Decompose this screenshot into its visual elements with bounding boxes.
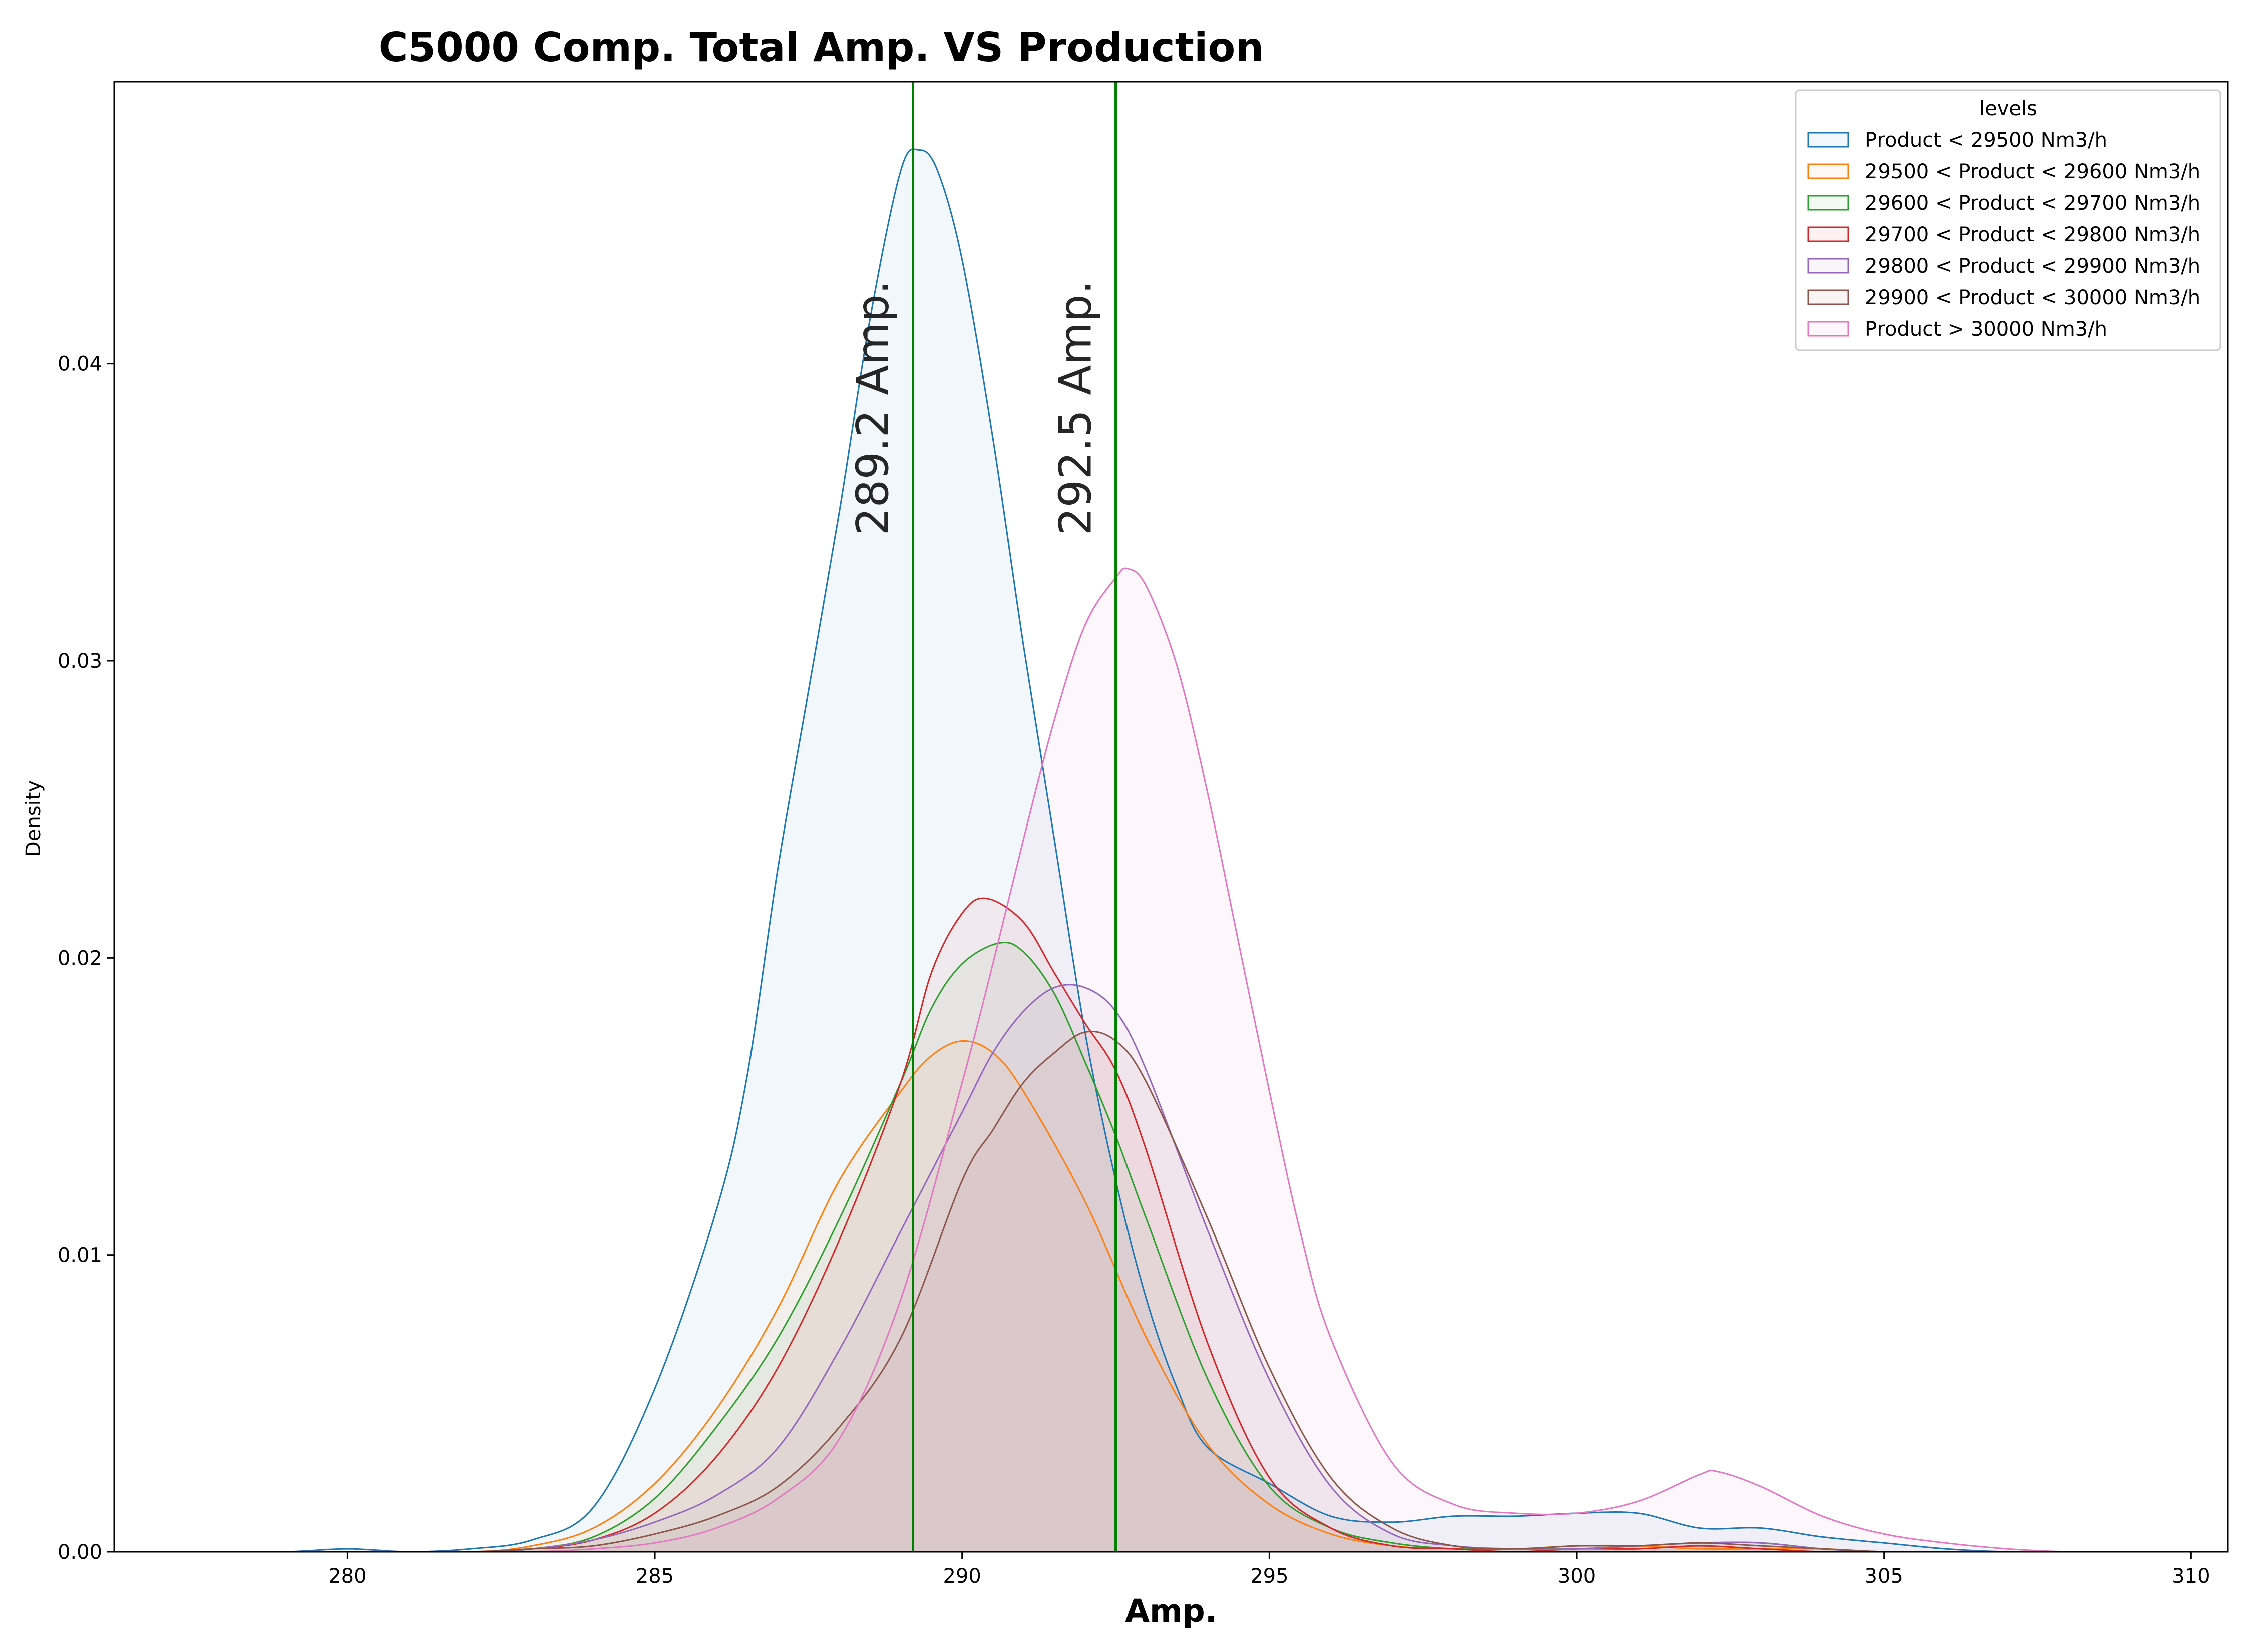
y-tick-label: 0.00 — [58, 1541, 102, 1564]
y-tick-label: 0.04 — [58, 353, 102, 376]
y-axis-ticks: 0.00 0.01 0.02 0.03 0.04 — [58, 353, 114, 1564]
x-axis-label: Amp. — [1125, 1593, 1217, 1629]
reference-lines: 289.2 Amp. 292.5 Amp. — [847, 82, 1117, 1552]
legend-items: Product < 29500 Nm3/h 29500 < Product < 2… — [1807, 129, 2200, 341]
legend-label-29500-product-29600-nm3-h: 29500 < Product < 29600 Nm3/h — [1865, 160, 2200, 183]
series-lines — [212, 148, 2130, 1553]
x-tick-label: 290 — [943, 1565, 981, 1588]
series-line-product-30000-nm3-h — [347, 567, 2130, 1553]
series-line-29500-product-29600-nm3-h — [347, 1040, 2007, 1553]
legend-label-29600-product-29700-nm3-h: 29600 < Product < 29700 Nm3/h — [1865, 192, 2200, 215]
x-tick-label: 310 — [2172, 1565, 2210, 1588]
legend-swatch-29600-product-29700-nm3-h — [1807, 195, 1849, 211]
legend-label-product-30000-nm3-h: Product > 30000 Nm3/h — [1865, 318, 2107, 341]
legend: levels Product < 29500 Nm3/h 29500 < Prod… — [1795, 89, 2221, 351]
x-tick-label: 280 — [328, 1565, 366, 1588]
legend-title: levels — [1979, 97, 2037, 120]
x-tick-label: 305 — [1865, 1565, 1903, 1588]
legend-swatch-product-29500-nm3-h — [1807, 132, 1849, 148]
series-fill-29600-product-29700-nm3-h — [347, 942, 1946, 1552]
legend-label-29700-product-29800-nm3-h: 29700 < Product < 29800 Nm3/h — [1865, 223, 2200, 246]
plot-frame — [113, 81, 2229, 1553]
x-tick-label: 285 — [636, 1565, 674, 1588]
x-tick-label: 300 — [1558, 1565, 1596, 1588]
legend-label-product-29500-nm3-h: Product < 29500 Nm3/h — [1865, 129, 2107, 152]
legend-swatch-29900-product-30000-nm3-h — [1807, 289, 1849, 305]
y-tick-label: 0.03 — [58, 650, 102, 673]
series-fills — [212, 149, 2130, 1552]
series-line-29900-product-30000-nm3-h — [347, 1030, 1946, 1553]
legend-label-29900-product-30000-nm3-h: 29900 < Product < 30000 Nm3/h — [1865, 286, 2200, 309]
legend-label-29800-product-29900-nm3-h: 29800 < Product < 29900 Nm3/h — [1865, 255, 2200, 278]
series-fill-29700-product-29800-nm3-h — [347, 898, 1946, 1552]
chart-title: C5000 Comp. Total Amp. VS Production — [379, 24, 1264, 71]
reference-line-label-1: 289.2 Amp. — [847, 280, 899, 536]
legend-box — [1795, 89, 2221, 351]
x-tick-label: 295 — [1250, 1565, 1288, 1588]
series-fill-29800-product-29900-nm3-h — [347, 984, 1946, 1552]
legend-swatch-29700-product-29800-nm3-h — [1807, 226, 1849, 242]
reference-line-label-2: 292.5 Amp. — [1050, 280, 1101, 536]
legend-swatch-29800-product-29900-nm3-h — [1807, 258, 1849, 274]
series-line-29700-product-29800-nm3-h — [347, 897, 1946, 1553]
legend-swatch-29500-product-29600-nm3-h — [1807, 163, 1849, 179]
y-tick-label: 0.01 — [58, 1244, 102, 1267]
series-line-product-29500-nm3-h — [212, 148, 2068, 1553]
y-tick-label: 0.02 — [58, 947, 102, 970]
series-fill-product-30000-nm3-h — [347, 568, 2130, 1552]
legend-swatch-product-30000-nm3-h — [1807, 321, 1849, 337]
series-fill-29500-product-29600-nm3-h — [347, 1041, 2007, 1552]
y-axis-label: Density — [22, 780, 45, 857]
x-axis-ticks: 280 285 290 295 300 305 310 — [328, 1552, 2210, 1588]
series-fill-29900-product-30000-nm3-h — [347, 1031, 1946, 1552]
